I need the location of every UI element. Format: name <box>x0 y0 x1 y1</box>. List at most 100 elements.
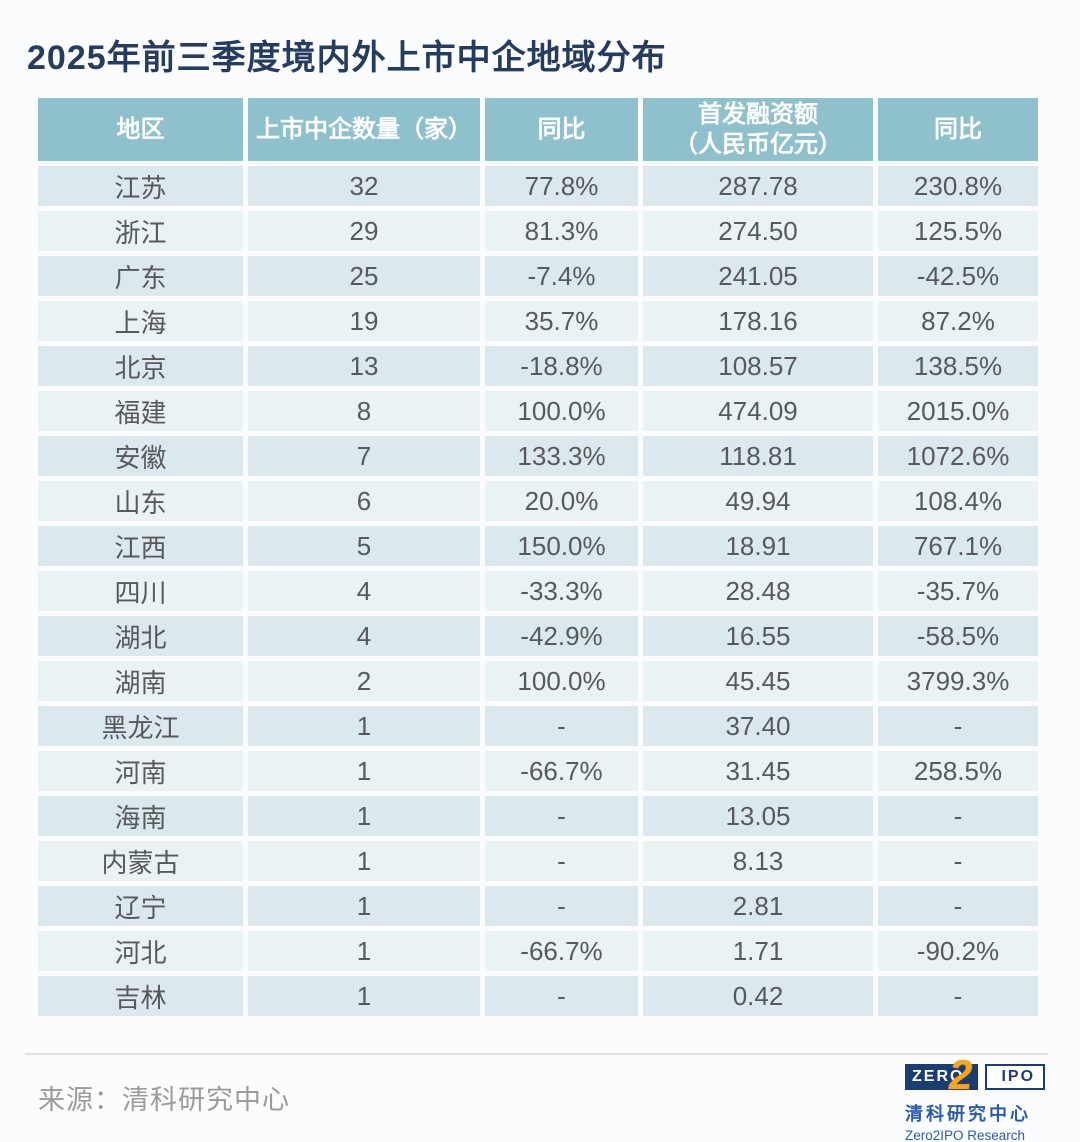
table-cell: 108.57 <box>643 346 873 386</box>
table-cell: 474.09 <box>643 391 873 431</box>
table-cell: 6 <box>248 481 480 521</box>
table-header: 地区 上市中企数量（家） 同比 首发融资额 （人民币亿元） 同比 <box>38 98 1038 161</box>
table-row: 湖北 4 -42.9% 16.55 -58.5% <box>38 616 1038 656</box>
table-cell: 18.91 <box>643 526 873 566</box>
table-cell: 福建 <box>38 391 243 431</box>
table-row: 海南 1-13.05- <box>38 796 1038 836</box>
table-cell: 吉林 <box>38 976 243 1016</box>
table-cell: 1 <box>248 706 480 746</box>
logo-ipo-box: IPO <box>985 1064 1046 1090</box>
table-cell: - <box>485 976 638 1016</box>
table-cell: 1 <box>248 751 480 791</box>
column-header: 同比 <box>485 98 638 161</box>
table-cell: - <box>878 976 1038 1016</box>
table-cell: -58.5% <box>878 616 1038 656</box>
table-row: 广东 25 -7.4% 241.05 -42.5% <box>38 256 1038 296</box>
table-cell: 4 <box>248 616 480 656</box>
column-header: 同比 <box>878 98 1038 161</box>
table-cell: 138.5% <box>878 346 1038 386</box>
table-cell: 178.16 <box>643 301 873 341</box>
table-row: 上海 19 35.7% 178.16 87.2% <box>38 301 1038 341</box>
table-cell: 1072.6% <box>878 436 1038 476</box>
table-cell: 5 <box>248 526 480 566</box>
table-cell: 江西 <box>38 526 243 566</box>
table-cell: 1 <box>248 931 480 971</box>
logo-english-name: Zero2IPO Research <box>905 1128 1026 1142</box>
table-cell: 287.78 <box>643 166 873 206</box>
table-row: 河北 1 -66.7% 1.71 -90.2% <box>38 931 1038 971</box>
column-header: 首发融资额 （人民币亿元） <box>643 98 873 161</box>
table-cell: 49.94 <box>643 481 873 521</box>
table-cell: 辽宁 <box>38 886 243 926</box>
table-cell: 湖北 <box>38 616 243 656</box>
table-cell: 77.8% <box>485 166 638 206</box>
table-row: 四川 4 -33.3% 28.48 -35.7% <box>38 571 1038 611</box>
table-cell: 1.71 <box>643 931 873 971</box>
table-cell: 31.45 <box>643 751 873 791</box>
table-cell: 13 <box>248 346 480 386</box>
source-text: 来源：清科研究中心 <box>38 1085 290 1115</box>
table-cell: -33.3% <box>485 571 638 611</box>
table-row: 山东 6 20.0% 49.94 108.4% <box>38 481 1038 521</box>
table-row: 北京 13 -18.8% 108.57 138.5% <box>38 346 1038 386</box>
table-cell: 安徽 <box>38 436 243 476</box>
table-cell: -18.8% <box>485 346 638 386</box>
table-cell: 海南 <box>38 796 243 836</box>
table-row: 内蒙古 1-8.13- <box>38 841 1038 881</box>
table-cell: - <box>485 841 638 881</box>
table-cell: 山东 <box>38 481 243 521</box>
table-cell: 广东 <box>38 256 243 296</box>
page-title: 2025年前三季度境内外上市中企地域分布 <box>27 39 667 77</box>
table-cell: 100.0% <box>485 661 638 701</box>
column-header: 上市中企数量（家） <box>248 98 480 161</box>
table-cell: 118.81 <box>643 436 873 476</box>
table-cell: -7.4% <box>485 256 638 296</box>
table-cell: 20.0% <box>485 481 638 521</box>
table-row: 安徽 7 133.3% 118.81 1072.6% <box>38 436 1038 476</box>
table-cell: 28.48 <box>643 571 873 611</box>
table-cell: 3799.3% <box>878 661 1038 701</box>
table-cell: 29 <box>248 211 480 251</box>
table-row: 辽宁 1-2.81- <box>38 886 1038 926</box>
table-cell: 241.05 <box>643 256 873 296</box>
table-cell: 江苏 <box>38 166 243 206</box>
table-cell: 767.1% <box>878 526 1038 566</box>
table-cell: 河南 <box>38 751 243 791</box>
table-cell: 7 <box>248 436 480 476</box>
table-cell: 25 <box>248 256 480 296</box>
table-cell: 上海 <box>38 301 243 341</box>
table-cell: 125.5% <box>878 211 1038 251</box>
table-cell: 45.45 <box>643 661 873 701</box>
table-cell: 黑龙江 <box>38 706 243 746</box>
table-row: 吉林 1-0.42- <box>38 976 1038 1016</box>
table-cell: 8 <box>248 391 480 431</box>
table-cell: -90.2% <box>878 931 1038 971</box>
table-row: 福建 8 100.0% 474.09 2015.0% <box>38 391 1038 431</box>
table-cell: 河北 <box>38 931 243 971</box>
table-cell: 87.2% <box>878 301 1038 341</box>
table-cell: 内蒙古 <box>38 841 243 881</box>
logo-zero-box: ZERO <box>905 1064 979 1090</box>
table-cell: -66.7% <box>485 751 638 791</box>
table-cell: - <box>878 796 1038 836</box>
table-cell: 35.7% <box>485 301 638 341</box>
table-cell: 108.4% <box>878 481 1038 521</box>
table-cell: -66.7% <box>485 931 638 971</box>
table-cell: 1 <box>248 976 480 1016</box>
table-cell: -42.9% <box>485 616 638 656</box>
table-cell: 230.8% <box>878 166 1038 206</box>
table-cell: 2 <box>248 661 480 701</box>
table-row: 江苏 32 77.8% 287.78 230.8% <box>38 166 1038 206</box>
table-cell: -35.7% <box>878 571 1038 611</box>
column-header: 地区 <box>38 98 243 161</box>
table-cell: - <box>878 706 1038 746</box>
table-cell: 1 <box>248 886 480 926</box>
zero2ipo-logo: ZERO 2 IPO 清科研究中心 Zero2IPO Research <box>905 1054 1055 1142</box>
table-cell: 150.0% <box>485 526 638 566</box>
table-row: 江西 5 150.0% 18.91 767.1% <box>38 526 1038 566</box>
footer-divider <box>25 1053 1048 1055</box>
table-cell: 1 <box>248 796 480 836</box>
region-distribution-table: 地区 上市中企数量（家） 同比 首发融资额 （人民币亿元） 同比 江苏 32 77.8% 28… <box>33 93 1043 1021</box>
table-row: 浙江 29 81.3% 274.50 125.5% <box>38 211 1038 251</box>
table-cell: - <box>485 706 638 746</box>
